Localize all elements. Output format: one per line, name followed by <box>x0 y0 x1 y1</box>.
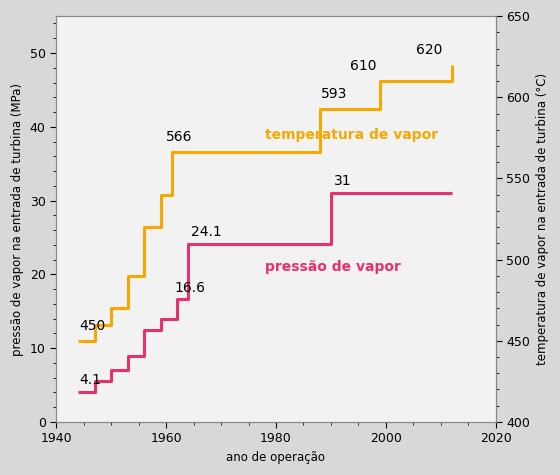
Text: 31: 31 <box>334 174 351 188</box>
X-axis label: ano de operação: ano de operação <box>226 451 325 464</box>
Text: 24.1: 24.1 <box>191 225 222 239</box>
Text: 16.6: 16.6 <box>174 281 206 295</box>
Text: pressão de vapor: pressão de vapor <box>265 260 401 274</box>
Text: 610: 610 <box>350 59 377 73</box>
Y-axis label: pressão de vapor na entrada de turbina (MPa): pressão de vapor na entrada de turbina (… <box>11 83 24 355</box>
Text: 566: 566 <box>166 130 193 144</box>
Text: temperatura de vapor: temperatura de vapor <box>265 128 438 142</box>
Text: 4.1: 4.1 <box>80 372 102 387</box>
Y-axis label: temperatura de vapor na entrada de turbina (°C): temperatura de vapor na entrada de turbi… <box>536 73 549 365</box>
Text: 620: 620 <box>416 43 442 57</box>
Text: 593: 593 <box>321 86 347 101</box>
Text: 450: 450 <box>80 319 106 332</box>
